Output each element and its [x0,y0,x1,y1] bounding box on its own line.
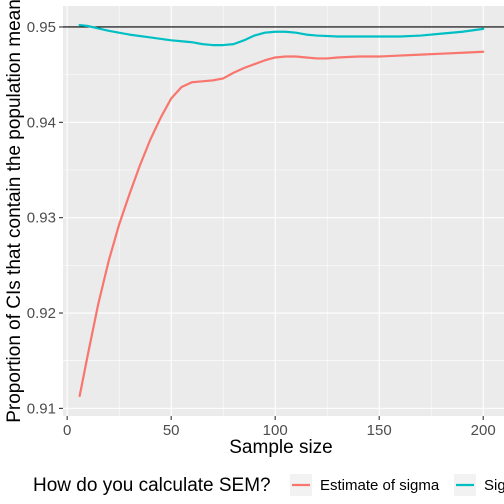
legend-label-sigma: Sigma [484,477,504,494]
x-tick-label: 150 [367,422,392,439]
x-axis-title: Sample size [229,437,333,458]
y-tick-label: 0.93 [27,210,56,227]
legend-label-estimate-of-sigma: Estimate of sigma [320,477,440,494]
legend-item-estimate-of-sigma: Estimate of sigma [290,474,440,496]
x-tick-label: 100 [263,422,288,439]
x-tick-label: 200 [471,422,496,439]
y-axis: 0.91 0.92 0.93 0.94 0.95 [27,19,63,417]
legend: How do you calculate SEM? Estimate of si… [33,474,504,496]
series-line-estimate-of-sigma [78,50,485,398]
grid-minor [63,6,504,416]
x-axis: 0 50 100 150 200 [63,416,496,439]
y-tick-label: 0.95 [27,19,56,36]
legend-title: How do you calculate SEM? [33,475,271,496]
y-axis-title: Proportion of CIs that contain the popul… [4,0,25,423]
series-layer [78,23,485,398]
y-tick-label: 0.91 [27,400,56,417]
legend-item-sigma: Sigma [454,474,504,496]
plot-panel [63,6,504,416]
x-tick-label: 50 [163,422,180,439]
series-line-sigma [78,23,485,47]
x-tick-label: 0 [63,422,71,439]
y-tick-label: 0.92 [27,305,56,322]
y-tick-label: 0.94 [27,114,56,131]
